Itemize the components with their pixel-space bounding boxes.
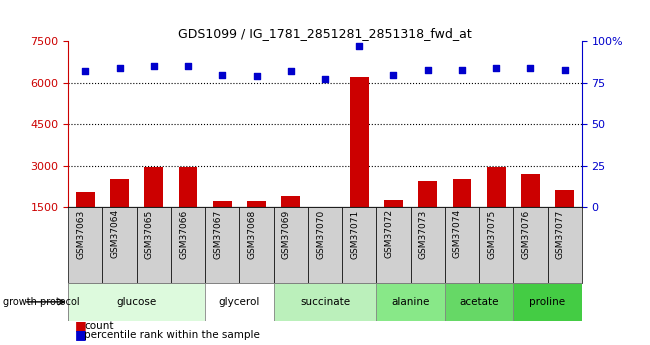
FancyBboxPatch shape <box>376 207 411 283</box>
Point <box>149 63 159 69</box>
Text: GSM37077: GSM37077 <box>556 209 565 258</box>
Bar <box>419 181 437 207</box>
Text: GSM37076: GSM37076 <box>521 209 530 258</box>
Bar <box>144 167 163 207</box>
FancyBboxPatch shape <box>274 207 308 283</box>
Bar <box>316 207 334 215</box>
Bar <box>487 167 506 207</box>
Text: GSM37074: GSM37074 <box>453 209 462 258</box>
Point <box>320 77 330 82</box>
Text: GSM37068: GSM37068 <box>248 209 257 258</box>
FancyBboxPatch shape <box>445 207 479 283</box>
Text: GSM37065: GSM37065 <box>145 209 154 258</box>
Point <box>252 73 262 79</box>
FancyBboxPatch shape <box>479 207 514 283</box>
Text: succinate: succinate <box>300 297 350 307</box>
Text: count: count <box>84 321 114 331</box>
Bar <box>350 77 369 207</box>
Text: GSM37072: GSM37072 <box>384 209 393 258</box>
Text: GSM37073: GSM37073 <box>419 209 428 258</box>
Text: GSM37066: GSM37066 <box>179 209 188 258</box>
Point <box>388 72 398 77</box>
FancyBboxPatch shape <box>68 207 103 283</box>
Text: percentile rank within the sample: percentile rank within the sample <box>84 330 261 339</box>
Text: GSM37069: GSM37069 <box>281 209 291 258</box>
Text: proline: proline <box>530 297 566 307</box>
Text: GSM37070: GSM37070 <box>316 209 325 258</box>
FancyBboxPatch shape <box>136 207 171 283</box>
Point <box>80 68 90 74</box>
Text: alanine: alanine <box>391 297 430 307</box>
Text: ■: ■ <box>75 328 86 341</box>
Text: GSM37075: GSM37075 <box>487 209 496 258</box>
Text: ■: ■ <box>75 319 86 333</box>
Point <box>491 65 501 71</box>
FancyBboxPatch shape <box>445 283 514 321</box>
FancyBboxPatch shape <box>308 207 342 283</box>
Point <box>217 72 228 77</box>
Point <box>114 65 125 71</box>
FancyBboxPatch shape <box>171 207 205 283</box>
FancyBboxPatch shape <box>514 283 582 321</box>
Text: growth protocol: growth protocol <box>3 297 80 307</box>
Text: glucose: glucose <box>116 297 157 307</box>
Bar <box>213 201 231 207</box>
FancyBboxPatch shape <box>274 283 376 321</box>
Bar <box>179 167 198 207</box>
Point <box>285 68 296 74</box>
Point <box>457 67 467 72</box>
Bar <box>521 174 540 207</box>
Point <box>183 63 193 69</box>
FancyBboxPatch shape <box>205 283 274 321</box>
Bar <box>555 190 574 207</box>
Point <box>560 67 570 72</box>
Text: GSM37071: GSM37071 <box>350 209 359 258</box>
Bar <box>452 179 471 207</box>
FancyBboxPatch shape <box>411 207 445 283</box>
FancyBboxPatch shape <box>547 207 582 283</box>
Text: glycerol: glycerol <box>219 297 260 307</box>
Bar <box>76 192 95 207</box>
FancyBboxPatch shape <box>205 207 239 283</box>
Text: GSM37064: GSM37064 <box>111 209 120 258</box>
Bar <box>111 179 129 207</box>
FancyBboxPatch shape <box>103 207 136 283</box>
FancyBboxPatch shape <box>68 283 205 321</box>
Text: GSM37067: GSM37067 <box>213 209 222 258</box>
Point <box>422 67 433 72</box>
Point <box>525 65 536 71</box>
FancyBboxPatch shape <box>514 207 547 283</box>
FancyBboxPatch shape <box>239 207 274 283</box>
Title: GDS1099 / IG_1781_2851281_2851318_fwd_at: GDS1099 / IG_1781_2851281_2851318_fwd_at <box>178 27 472 40</box>
Point <box>354 43 365 49</box>
Bar <box>384 200 403 207</box>
FancyBboxPatch shape <box>376 283 445 321</box>
FancyBboxPatch shape <box>342 207 376 283</box>
Bar <box>247 201 266 207</box>
Text: acetate: acetate <box>460 297 499 307</box>
Bar <box>281 196 300 207</box>
Text: GSM37063: GSM37063 <box>76 209 85 258</box>
